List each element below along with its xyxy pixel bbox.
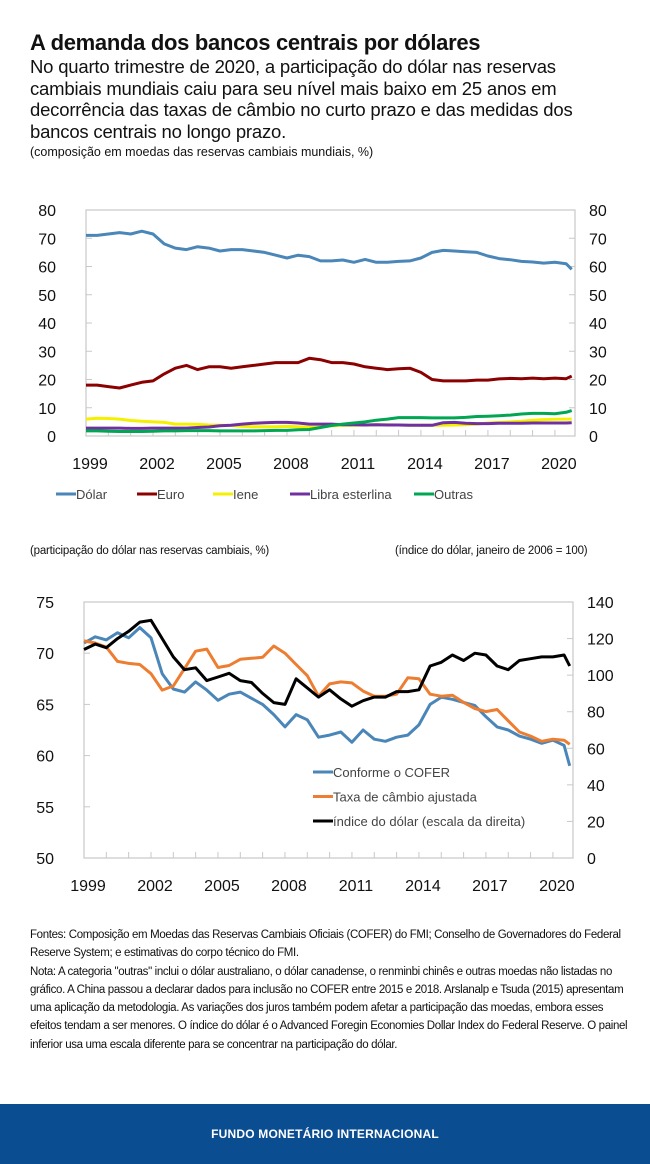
x-tick-label: 2008 — [271, 878, 307, 895]
y-tick-label: 0 — [47, 429, 56, 446]
x-tick-label: 2002 — [137, 878, 173, 895]
y2-tick-label: 60 — [587, 741, 605, 758]
y2-tick-label: 0 — [589, 429, 598, 446]
legend-label: Dólar — [76, 487, 108, 502]
legend-label: Conforme o COFER — [333, 765, 450, 780]
x-tick-label: 2005 — [206, 456, 242, 473]
y-tick-label: 65 — [36, 697, 54, 714]
y2-tick-label: 30 — [589, 344, 607, 361]
series-line-conforme-o-cofer — [83, 626, 572, 767]
series-line--ndice-do-d-lar-escala-da-direita- — [83, 618, 572, 708]
y2-tick-label: 80 — [587, 705, 605, 722]
y-tick-label: 80 — [38, 203, 56, 220]
legend-label: Taxa de câmbio ajustada — [333, 790, 478, 805]
y-tick-label: 60 — [36, 749, 54, 766]
x-tick-label: 2008 — [273, 456, 309, 473]
top-chart: 0 10 20 30 40 50 60 70 80 0 10 20 30 40 50 60 70 80 1999 20… — [38, 203, 607, 502]
legend-label: Outras — [434, 487, 474, 502]
x-tick-label: 2005 — [204, 878, 240, 895]
y2-tick-label: 20 — [587, 814, 605, 831]
x-tick-label: 2011 — [339, 878, 374, 895]
series-line-outras — [86, 409, 573, 433]
y2-tick-label: 40 — [589, 316, 607, 333]
y2-tick-label: 10 — [589, 401, 607, 418]
bottom-left-axis-label: (participação do dólar nas reservas camb… — [30, 545, 270, 557]
series-line-taxa-de-c-mbio-ajustada — [83, 639, 571, 746]
chart-title: A demanda dos bancos centrais por dólare… — [30, 30, 481, 55]
y2-tick-label: 20 — [589, 373, 607, 390]
notes: Fontes: Composição em Moedas das Reserva… — [30, 926, 630, 1054]
x-tick-label: 1999 — [70, 878, 106, 895]
y2-tick-label: 100 — [587, 668, 614, 685]
chart-subtitle: No quarto trimestre de 2020, a participa… — [30, 56, 573, 142]
legend-label: Euro — [157, 487, 184, 502]
x-tick-label: 1999 — [72, 456, 108, 473]
y-tick-label: 60 — [38, 260, 56, 277]
sources-text: Fontes: Composição em Moedas das Reserva… — [30, 929, 621, 960]
y2-tick-label: 40 — [587, 778, 605, 795]
x-tick-label: 2014 — [405, 878, 441, 895]
y2-tick-label: 70 — [589, 231, 607, 248]
y2-tick-label: 140 — [587, 595, 614, 612]
x-tick-label: 2017 — [474, 456, 510, 473]
y-tick-label: 55 — [36, 800, 54, 817]
legend-label: Libra esterlina — [310, 487, 392, 502]
y2-tick-label: 120 — [587, 632, 614, 649]
unit-label: (composição em moedas das reservas cambi… — [30, 145, 374, 159]
x-tick-label: 2014 — [407, 456, 443, 473]
legend-label: Iene — [233, 487, 258, 502]
x-tick-label: 2020 — [539, 878, 575, 895]
y-tick-label: 50 — [36, 851, 54, 868]
y-tick-label: 70 — [38, 231, 56, 248]
y-tick-label: 30 — [38, 344, 56, 361]
y-tick-label: 40 — [38, 316, 56, 333]
note-text: Nota: A categoria "outras" inclui o dóla… — [30, 965, 628, 1051]
x-tick-label: 2020 — [541, 456, 577, 473]
plot-frame — [83, 601, 574, 859]
footer-bar: FUNDO MONETÁRIO INTERNACIONAL — [0, 1104, 650, 1164]
series-line-d-lar — [86, 229, 573, 271]
legend-label: índice do dólar (escala da direita) — [333, 814, 525, 829]
y2-tick-label: 0 — [587, 851, 596, 868]
y-tick-label: 10 — [38, 401, 56, 418]
y2-tick-label: 60 — [589, 260, 607, 277]
y-tick-label: 20 — [38, 373, 56, 390]
y-tick-label: 75 — [36, 595, 54, 612]
x-tick-label: 2011 — [341, 456, 376, 473]
y-tick-label: 70 — [36, 646, 54, 663]
x-tick-label: 2002 — [139, 456, 175, 473]
series-line-euro — [86, 356, 573, 390]
y2-tick-label: 50 — [589, 288, 607, 305]
y2-tick-label: 80 — [589, 203, 607, 220]
bottom-right-axis-label: (índice do dólar, janeiro de 2006 = 100) — [395, 545, 588, 557]
footer-brand: FUNDO MONETÁRIO INTERNACIONAL — [211, 1127, 439, 1141]
y-tick-label: 50 — [38, 288, 56, 305]
bottom-chart: 50 55 60 65 70 75 0 20 40 60 80 100 120 140 1999 2002 20… — [36, 595, 614, 895]
x-tick-label: 2017 — [472, 878, 508, 895]
